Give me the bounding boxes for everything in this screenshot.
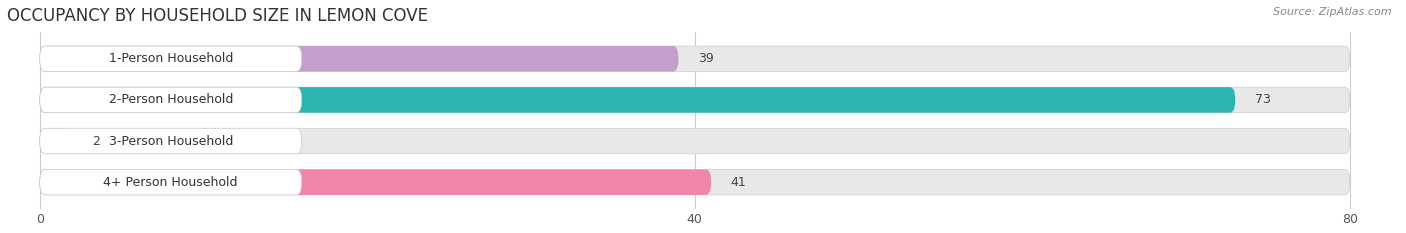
FancyBboxPatch shape [39,87,1236,113]
FancyBboxPatch shape [39,87,1350,113]
FancyBboxPatch shape [39,87,302,113]
FancyBboxPatch shape [39,169,302,195]
Text: 39: 39 [699,52,714,65]
Text: 73: 73 [1256,93,1271,106]
Text: Source: ZipAtlas.com: Source: ZipAtlas.com [1274,7,1392,17]
FancyBboxPatch shape [39,128,1350,154]
Text: 41: 41 [731,176,747,189]
Text: 4+ Person Household: 4+ Person Household [104,176,238,189]
Text: 3-Person Household: 3-Person Household [108,134,233,147]
FancyBboxPatch shape [39,169,1350,195]
FancyBboxPatch shape [39,46,679,72]
Text: 2: 2 [93,134,100,147]
FancyBboxPatch shape [39,169,711,195]
FancyBboxPatch shape [39,46,1350,72]
FancyBboxPatch shape [39,128,73,154]
Text: 2-Person Household: 2-Person Household [108,93,233,106]
FancyBboxPatch shape [39,128,302,154]
Text: 1-Person Household: 1-Person Household [108,52,233,65]
FancyBboxPatch shape [39,46,302,72]
Text: OCCUPANCY BY HOUSEHOLD SIZE IN LEMON COVE: OCCUPANCY BY HOUSEHOLD SIZE IN LEMON COV… [7,7,427,25]
